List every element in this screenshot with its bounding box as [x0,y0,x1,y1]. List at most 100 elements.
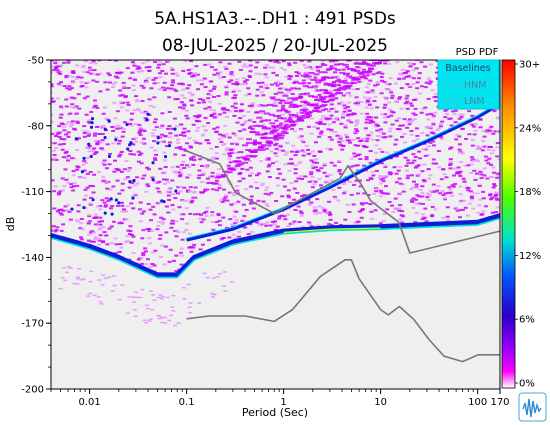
density-streak-cell [268,132,275,135]
density-cell [406,159,410,162]
density-cell [200,243,205,246]
density-cell [448,167,453,170]
density-cell [76,204,81,207]
density-cell [431,183,436,186]
density-cell [260,182,265,185]
density-cell [402,118,407,121]
density-streak-cell [251,155,258,158]
density-cell [148,265,153,268]
density-cell [421,107,426,110]
density-cell [275,177,280,180]
density-cell [142,130,147,132]
density-streak-cell [399,8,405,10]
density-cell [265,221,270,224]
density-cell [248,202,253,205]
density-cell [138,130,142,133]
density-streak-cell [411,6,417,8]
density-cell [97,60,102,62]
density-cell [428,80,433,83]
density-cell [101,178,106,181]
density-cell [51,97,54,100]
density-cell [336,199,341,202]
noise-model-layer [186,150,500,363]
density-cell [339,122,344,125]
density-cell [61,223,66,226]
density-streak-cell [405,42,411,44]
density-cell [132,77,137,80]
density-cell [470,123,475,126]
density-streak-cell [368,31,374,33]
density-cell [244,188,249,191]
density-cell [212,85,217,88]
density-streak-cell [434,13,440,15]
density-cell [309,159,314,162]
density-cell [361,60,366,63]
density-cell [473,123,478,126]
density-streak-cell [438,17,444,19]
density-cell [192,190,197,193]
density-cell [53,62,58,65]
density-cell [383,192,388,195]
density-cell [137,208,142,211]
density-cell [323,71,328,74]
density-streak-cell [191,196,198,199]
density-cell [223,124,228,127]
density-cell [373,116,378,119]
density-cell [158,140,163,143]
density-streak-cell [436,7,442,9]
density-cell [358,185,363,188]
density-cell [381,220,386,223]
density-cell [261,112,266,115]
density-streak-cell [421,15,427,17]
density-streak-cell [279,99,286,102]
density-cell [130,195,135,198]
density-cell [248,70,253,73]
density-cell [61,209,66,212]
density-cell [173,153,178,156]
density-cell [153,77,158,80]
density-cell [319,184,323,187]
density-cell [185,117,190,120]
density-cell [157,317,162,320]
density-cell [113,159,117,162]
density-cell [412,118,417,121]
density-cell [366,83,371,86]
density-cell [140,69,145,72]
density-cell [167,260,172,263]
density-cell [255,88,260,91]
density-cell [481,197,486,200]
density-cell [280,137,284,140]
density-cell [230,192,235,195]
density-cell [328,173,333,176]
density-cell [227,236,232,239]
density-cell [179,254,184,257]
density-cell [190,104,195,107]
density-cell [72,97,77,100]
density-streak-cell [366,64,373,67]
density-cell [226,164,231,167]
density-cell [170,204,175,207]
density-cell [186,130,191,133]
density-streak-cell [444,0,450,2]
density-cell [283,153,288,156]
density-streak-cell [315,81,322,84]
density-streak-cell [461,2,467,4]
density-peak-cell [125,123,129,126]
density-cell [80,85,85,87]
density-cell [411,77,416,80]
density-streak-cell [310,104,317,107]
density-cell [462,199,467,202]
density-cell [118,127,123,130]
density-cell [61,156,66,159]
density-cell [228,155,233,158]
density-streak-cell [265,119,272,122]
density-cell [390,123,395,126]
density-cell [475,192,480,195]
density-cell [485,129,490,132]
density-cell [93,132,97,135]
density-cell [64,123,69,126]
density-streak-cell [234,165,241,168]
density-cell [120,170,124,173]
density-cell [314,88,318,90]
density-cell [132,309,137,311]
